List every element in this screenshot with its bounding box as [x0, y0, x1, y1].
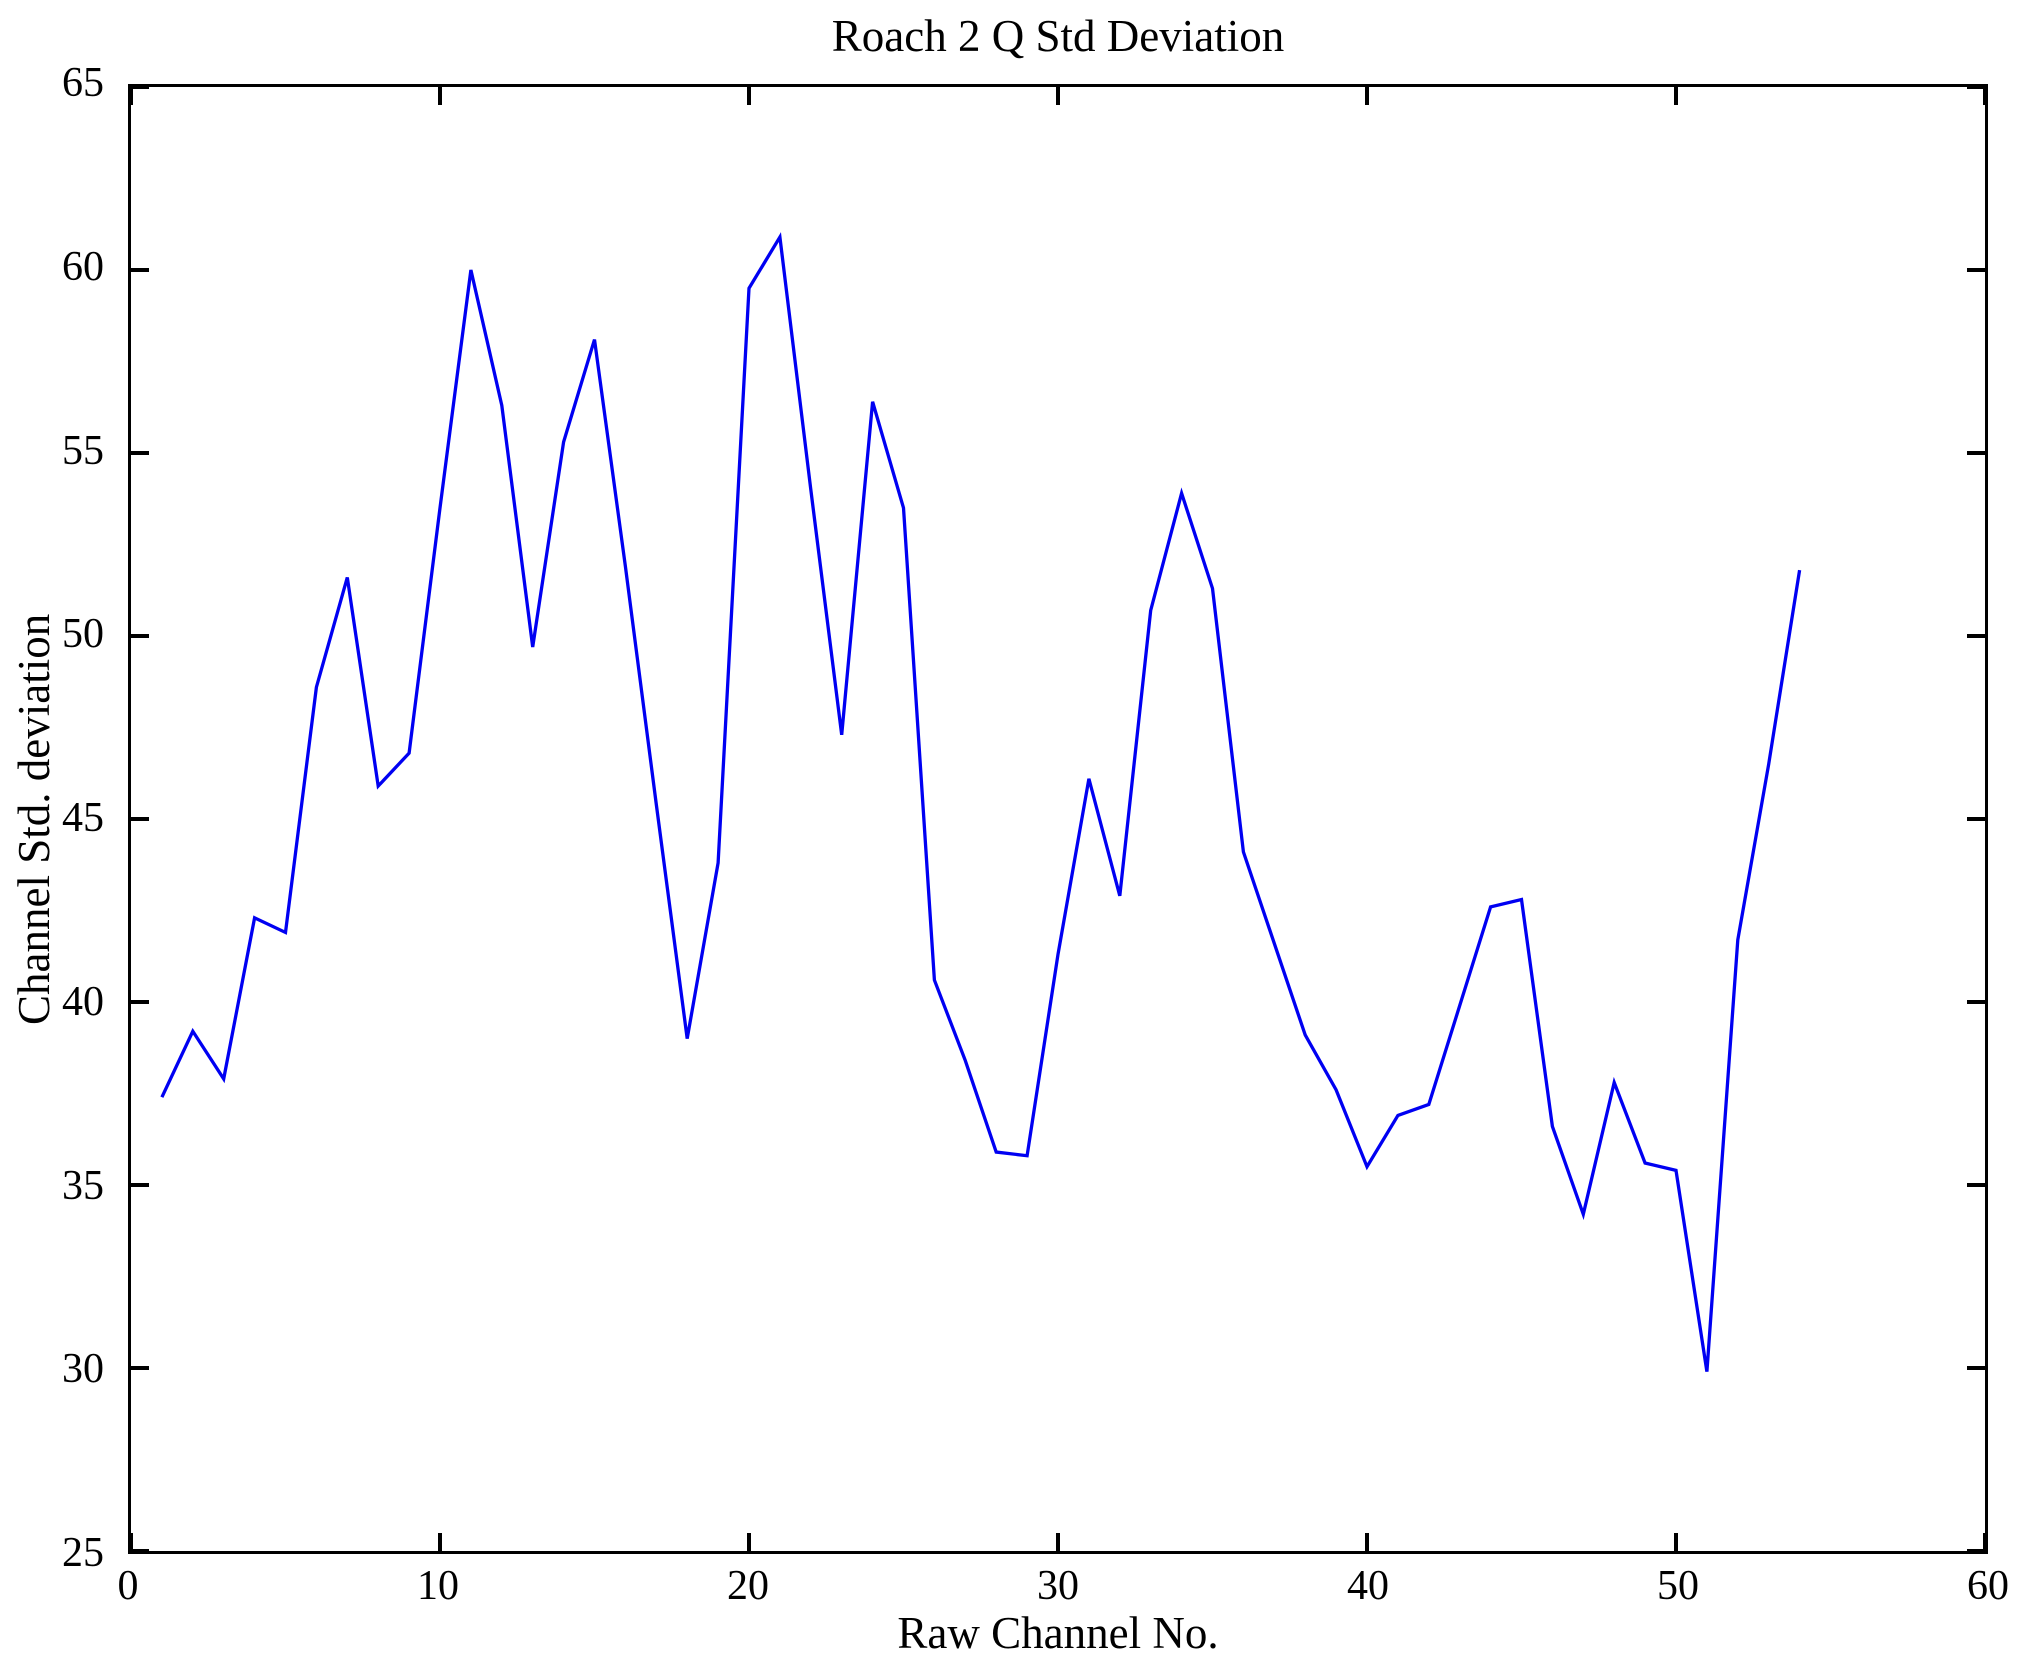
x-tick-label: 60	[1967, 1563, 2009, 1609]
x-tick-mark-top	[129, 87, 133, 105]
y-tick-label: 45	[62, 795, 104, 842]
y-tick-mark-right	[1967, 1366, 1985, 1370]
y-tick-label: 40	[62, 978, 104, 1025]
x-tick-mark-top	[1365, 87, 1369, 105]
y-tick-mark	[131, 1183, 149, 1187]
y-tick-mark	[131, 85, 149, 89]
x-tick-mark	[1365, 1533, 1369, 1551]
chart-title: Roach 2 Q Std Deviation	[831, 11, 1285, 61]
x-tick-mark	[747, 1533, 751, 1551]
y-axis-label-box: Channel Std. deviation	[8, 84, 60, 1554]
x-axis-tick-labels: 0 10 20 30 40 50 60	[118, 1562, 2010, 1622]
x-tick-label: 30	[1037, 1563, 1079, 1609]
y-axis-label: Channel Std. deviation	[9, 613, 59, 1025]
y-tick-mark-right	[1967, 451, 1985, 455]
x-tick-label: 40	[1346, 1563, 1389, 1609]
x-tick-label: 10	[416, 1563, 459, 1609]
x-tick-mark-top	[747, 87, 751, 105]
y-tick-mark-right	[1967, 634, 1985, 638]
y-tick-mark	[131, 634, 149, 638]
y-tick-mark-right	[1967, 1183, 1985, 1187]
y-tick-mark-right	[1967, 85, 1985, 89]
y-tick-mark-right	[1967, 817, 1985, 821]
y-tick-label: 25	[62, 1530, 104, 1577]
data-line	[162, 237, 1800, 1372]
x-tick-mark-top	[438, 87, 442, 105]
y-tick-mark-right	[1967, 268, 1985, 272]
y-tick-label: 60	[62, 243, 104, 290]
x-tick-mark-top	[1056, 87, 1060, 105]
y-tick-label: 55	[62, 427, 104, 474]
x-tick-mark	[1056, 1533, 1060, 1551]
y-tick-label: 35	[62, 1162, 104, 1209]
y-tick-label: 30	[62, 1346, 104, 1393]
y-tick-mark-right	[1967, 1000, 1985, 1004]
y-tick-label: 65	[62, 60, 104, 107]
x-tick-mark	[1983, 1533, 1987, 1551]
x-tick-mark	[129, 1533, 133, 1551]
y-axis-tick-labels: 25 30 35 40 45 50 55 60 65	[0, 60, 116, 1576]
y-tick-mark-right	[1967, 1549, 1985, 1553]
y-tick-mark	[131, 1366, 149, 1370]
y-tick-mark	[131, 817, 149, 821]
y-tick-mark	[131, 451, 149, 455]
y-tick-mark	[131, 1549, 149, 1553]
x-tick-mark-top	[1983, 87, 1987, 105]
x-axis-label: Raw Channel No.	[897, 1608, 1219, 1658]
y-tick-mark	[131, 1000, 149, 1004]
x-tick-mark	[438, 1533, 442, 1551]
x-tick-label: 50	[1657, 1563, 1699, 1609]
line-plot-svg	[131, 87, 1985, 1551]
y-tick-label: 50	[62, 611, 104, 658]
y-tick-mark	[131, 268, 149, 272]
plot-area	[128, 84, 1988, 1554]
x-tick-mark-top	[1674, 87, 1678, 105]
x-tick-mark	[1674, 1533, 1678, 1551]
x-tick-label: 0	[117, 1563, 139, 1609]
x-tick-label: 20	[726, 1563, 769, 1609]
